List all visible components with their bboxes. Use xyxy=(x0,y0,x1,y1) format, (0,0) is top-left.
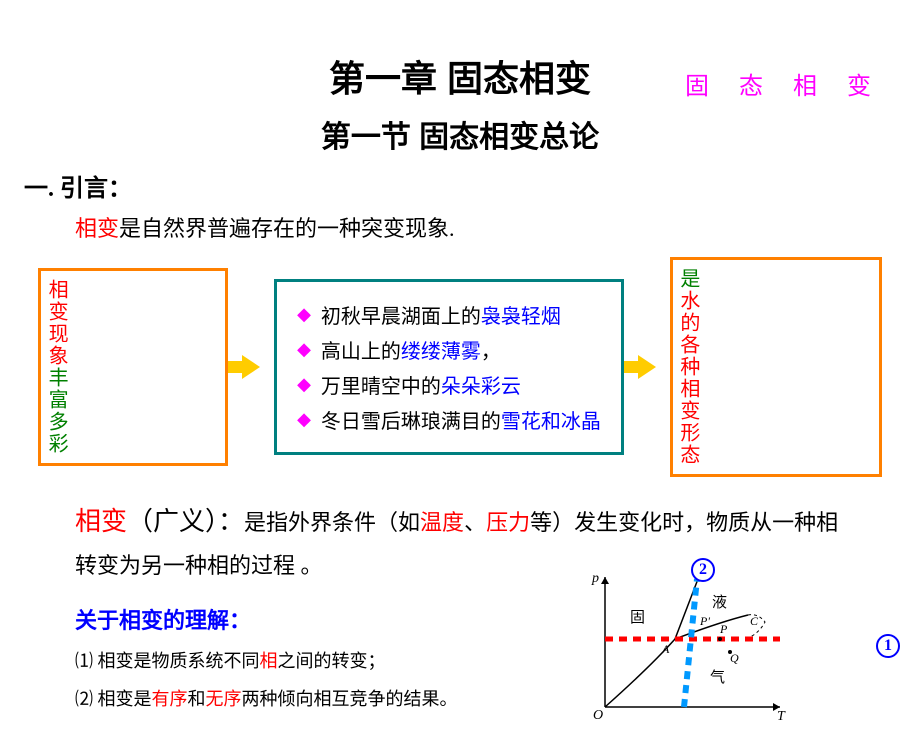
def-head: 相变 xyxy=(75,507,127,536)
u2-b: 有序 xyxy=(152,689,188,709)
example-2: ◆ 高山上的缕缕薄雾， xyxy=(297,335,601,364)
label-solid: 固 xyxy=(630,609,645,626)
example-3: ◆ 万里晴空中的朵朵彩云 xyxy=(297,370,601,399)
corner-tag: 固 态 相 变 xyxy=(685,72,885,103)
circled-1: 1 xyxy=(876,634,900,658)
understanding-title: 关于相变的理解： xyxy=(75,603,920,635)
u2-e: 两种倾向相互竞争的结果。 xyxy=(242,689,458,709)
pt-A: A xyxy=(661,642,670,656)
left-box: 相变现象丰富多彩 xyxy=(38,268,228,466)
ex1-pre: 初秋早晨湖面上的 xyxy=(321,300,481,329)
diagram-row: 相变现象丰富多彩 ◆ 初秋早晨湖面上的袅袅轻烟 ◆ 高山上的缕缕薄雾， ◆ 万里… xyxy=(0,257,920,477)
left-box-l1: 相变现象 xyxy=(45,279,67,367)
understanding-item-2: ⑵ 相变是有序和无序两种倾向相互竞争的结果。 xyxy=(75,685,920,711)
ex2-hi: 缕缕薄雾 xyxy=(401,335,481,364)
section-title: 第一节 固态相变总论 xyxy=(0,112,920,156)
axis-O: O xyxy=(593,708,603,722)
example-1: ◆ 初秋早晨湖面上的袅袅轻烟 xyxy=(297,300,601,329)
right-box: 是水的各种相变形态 xyxy=(670,257,882,477)
ex2-post: ， xyxy=(481,335,501,364)
left-box-l2: 丰富多彩 xyxy=(45,367,67,455)
ex4-hi: 雪花和冰晶 xyxy=(501,405,601,434)
right-box-r1: 是 xyxy=(677,268,699,290)
diamond-icon: ◆ xyxy=(297,304,311,325)
diamond-icon: ◆ xyxy=(297,339,311,360)
arrow-icon xyxy=(242,355,260,379)
def-t4: 压力 xyxy=(486,510,530,535)
axis-p: p xyxy=(591,571,599,586)
pt-C: C xyxy=(750,614,759,628)
u2-c: 和 xyxy=(188,689,206,709)
right-box-r2: 水的各种相变形态 xyxy=(677,290,699,466)
right-box-text: 是水的各种相变形态 xyxy=(677,268,699,466)
ex3-hi: 朵朵彩云 xyxy=(441,370,521,399)
u2-a: 相变是 xyxy=(98,689,152,709)
diamond-icon: ◆ xyxy=(297,409,311,430)
intro-sentence: 相变是自然界普遍存在的一种突变现象. xyxy=(75,211,920,243)
understanding-item-1: ⑴ 相变是物质系统不同相之间的转变； xyxy=(75,647,920,673)
u1-n: ⑴ xyxy=(75,651,98,671)
u1-c: 之间的转变； xyxy=(278,651,386,671)
diamond-icon: ◆ xyxy=(297,374,311,395)
u1-b: 相 xyxy=(260,651,278,671)
arrow-icon xyxy=(638,355,656,379)
ex4-pre: 冬日雪后琳琅满目的 xyxy=(321,405,501,434)
intro-rest: 是自然界普遍存在的一种突变现象. xyxy=(119,216,455,241)
ex1-hi: 袅袅轻烟 xyxy=(481,300,561,329)
ex2-pre: 高山上的 xyxy=(321,335,401,364)
circled-2: 2 xyxy=(691,558,715,582)
label-liquid: 液 xyxy=(712,594,727,611)
u2-n: ⑵ xyxy=(75,689,98,709)
intro-heading: 一. 引言： xyxy=(24,168,920,203)
mid-box: ◆ 初秋早晨湖面上的袅袅轻烟 ◆ 高山上的缕缕薄雾， ◆ 万里晴空中的朵朵彩云 … xyxy=(274,279,624,455)
def-t1: 是指外界条件（如 xyxy=(244,510,420,535)
def-broad: （广义）： xyxy=(127,507,244,536)
label-gas: 气 xyxy=(710,669,725,686)
u1-a: 相变是物质系统不同 xyxy=(98,651,260,671)
example-4: ◆ 冬日雪后琳琅满目的雪花和冰晶 xyxy=(297,405,601,434)
pt-P: P xyxy=(719,622,728,636)
def-t3: 、 xyxy=(464,510,486,535)
ex3-pre: 万里晴空中的 xyxy=(321,370,441,399)
intro-hi: 相变 xyxy=(75,216,119,241)
phase-diagram: p T O 固 液 气 A B C P P' Q xyxy=(580,567,790,722)
left-box-text: 相变现象丰富多彩 xyxy=(45,279,67,455)
axis-T: T xyxy=(777,709,786,722)
pt-Pp: P' xyxy=(699,614,710,628)
u2-d: 无序 xyxy=(206,689,242,709)
def-t2: 温度 xyxy=(420,510,464,535)
